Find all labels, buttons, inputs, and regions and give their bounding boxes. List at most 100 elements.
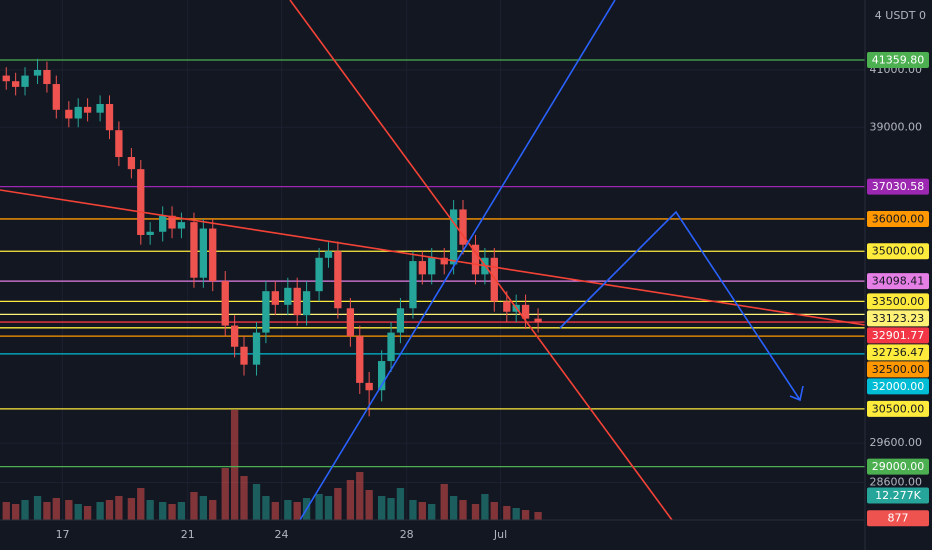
volume-bar	[512, 508, 520, 520]
price-label: 33123.23	[872, 312, 925, 325]
candle-body	[115, 130, 123, 158]
price-label-box	[867, 344, 929, 361]
candle-body	[190, 222, 198, 278]
volume-bar	[177, 502, 186, 520]
volume-bar	[346, 480, 355, 520]
price-label-box	[867, 243, 929, 260]
volume-bar	[334, 488, 342, 520]
volume-bar	[137, 488, 145, 520]
candle-body	[221, 281, 229, 326]
price-label-box	[867, 273, 929, 290]
volume-bar	[284, 500, 292, 520]
volume-bar	[315, 494, 323, 520]
volume-bar	[11, 504, 20, 520]
volume-bar	[127, 498, 136, 520]
volume-bar	[293, 502, 301, 520]
price-levels	[0, 59, 865, 468]
candle-body	[396, 308, 405, 333]
x-tick-label: 28	[400, 528, 414, 541]
volume-bar	[262, 496, 270, 520]
volume-bar	[159, 502, 167, 520]
candle-body	[230, 325, 239, 347]
volume-bar	[146, 500, 154, 520]
volume-bar	[240, 476, 248, 520]
candle-body	[199, 228, 207, 278]
candle-body	[440, 257, 448, 265]
candles	[2, 58, 542, 417]
volume-bar	[2, 502, 10, 520]
candle-body	[2, 75, 10, 82]
candle-body	[409, 261, 417, 309]
candle-body	[534, 318, 542, 323]
candle-body	[418, 261, 426, 275]
volume-bar	[428, 504, 436, 520]
price-label: 32000.00	[872, 380, 925, 393]
axes: 17212428Jul581241000.0039000.0029600.002…	[56, 51, 929, 541]
price-label: 32901.77	[872, 329, 925, 342]
candle-body	[146, 231, 154, 235]
trend-line	[299, 0, 616, 521]
arrow-head	[789, 385, 804, 402]
volume-bar	[503, 506, 511, 520]
candle-body	[177, 222, 186, 229]
price-label-box	[867, 51, 929, 68]
price-label: 29000.00	[872, 460, 925, 473]
volume-bar	[396, 488, 405, 520]
projection-path	[559, 210, 801, 401]
candle-body	[105, 104, 114, 131]
volume-bar	[378, 496, 386, 520]
price-label: 30500.00	[872, 402, 925, 415]
price-label-box	[867, 487, 929, 504]
y-tick-label: 39000.00	[870, 120, 923, 133]
x-tick-label: 21	[181, 528, 195, 541]
volume-bar	[490, 502, 498, 520]
volume-bar	[387, 498, 395, 520]
candle-body	[315, 257, 323, 292]
candle-body	[83, 106, 92, 113]
volume-bar	[252, 484, 261, 520]
volume-bar	[459, 500, 467, 520]
candle-body	[209, 228, 217, 282]
volume-bar	[96, 502, 104, 520]
volume-bar	[418, 502, 426, 520]
volume-bar	[409, 500, 417, 520]
price-label-box	[867, 400, 929, 417]
candle-body	[324, 251, 333, 258]
price-label-box	[867, 510, 929, 527]
volume-bar	[209, 500, 217, 520]
volume-bar	[65, 500, 73, 520]
price-label: 41359.80	[872, 53, 925, 66]
price-label-box	[867, 361, 929, 378]
candle-body	[21, 75, 29, 87]
candle-body	[137, 169, 145, 235]
candle-body	[127, 157, 136, 170]
x-tick-label: 17	[56, 528, 70, 541]
volume-bar	[440, 484, 448, 520]
volume-bar	[83, 506, 92, 520]
price-label-box	[867, 458, 929, 475]
price-label-box	[867, 293, 929, 310]
volume-bar	[199, 496, 207, 520]
price-label: 35000.00	[872, 245, 925, 258]
price-label-box	[867, 378, 929, 395]
price-label: 877	[888, 512, 909, 525]
candle-body	[302, 291, 311, 316]
candle-body	[293, 287, 301, 316]
price-label: 33500.00	[872, 295, 925, 308]
y-tick-label: 29600.00	[870, 436, 923, 449]
volume-pane	[2, 410, 542, 520]
candle-body	[378, 361, 386, 391]
price-label-box	[867, 178, 929, 195]
price-label-box	[867, 210, 929, 227]
candle-body	[262, 291, 270, 333]
volume-bar	[43, 502, 51, 520]
volume-bar	[33, 496, 42, 520]
candle-body	[52, 84, 60, 110]
price-label: 34098.41	[872, 275, 925, 288]
volume-bar	[52, 498, 60, 520]
volume-bar	[168, 504, 176, 520]
volume-bar	[471, 504, 480, 520]
candle-body	[168, 215, 176, 229]
